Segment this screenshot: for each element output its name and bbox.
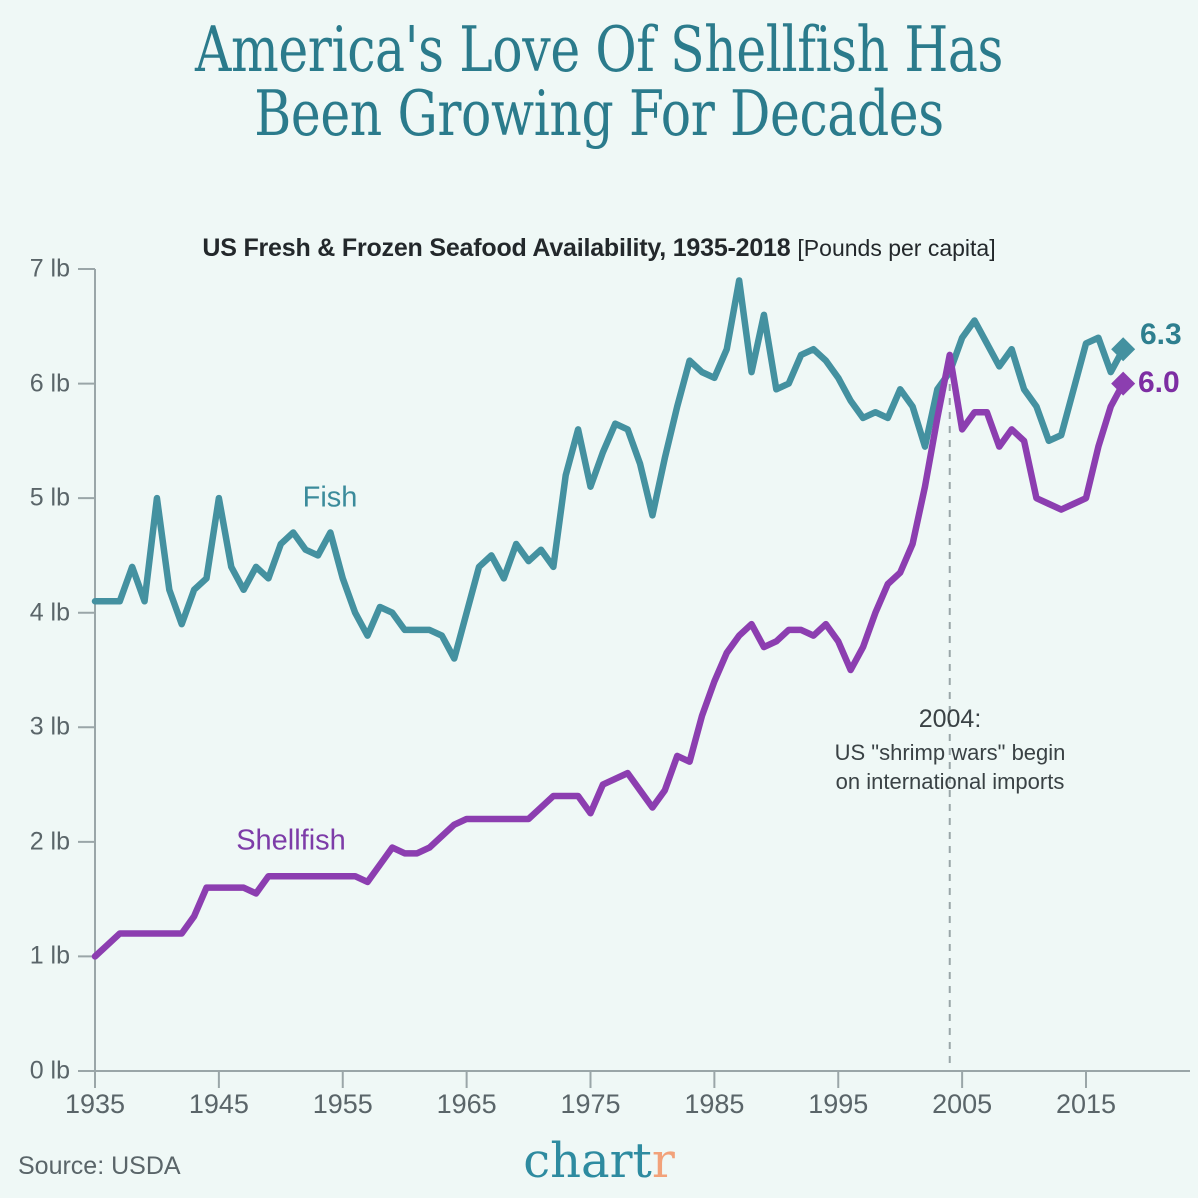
x-axis-ticks — [94, 1071, 1087, 1088]
subtitle-main: US Fresh & Frozen Seafood Availability, … — [202, 234, 791, 262]
end-marker-fish — [1111, 337, 1136, 362]
x-axis-tick-label: 1945 — [188, 1089, 249, 1119]
y-axis-tick-label: 3 lb — [29, 712, 70, 741]
title-line-2: Been Growing For Decades — [254, 77, 944, 151]
y-axis-tick-label: 5 lb — [29, 483, 70, 512]
x-axis-tick-label: 1975 — [560, 1089, 621, 1119]
end-value-shellfish: 6.0 — [1138, 366, 1180, 399]
page-title: America's Love Of Shellfish Has Been Gro… — [120, 13, 1078, 151]
y-axis-tick-label: 2 lb — [29, 827, 70, 856]
series-line-shellfish — [91, 351, 1127, 960]
y-axis-ticks — [78, 268, 95, 1072]
series-line-fish — [91, 277, 1127, 662]
annotation-year: 2004: — [918, 705, 982, 733]
y-axis-tick-label: 4 lb — [29, 598, 70, 627]
series-end-markers — [1111, 337, 1136, 396]
source-note: Source: USDA — [18, 1152, 181, 1180]
x-axis-tick-label: 1955 — [312, 1089, 373, 1119]
end-value-fish: 6.3 — [1140, 318, 1182, 351]
series-lines — [91, 277, 1127, 960]
logo-text-r: r — [651, 1133, 675, 1189]
annotation-line-1: US "shrimp wars" begin — [834, 740, 1066, 765]
annotation-2004: 2004: US "shrimp wars" begin on internat… — [795, 703, 1105, 796]
y-axis-tick-label: 7 lb — [29, 254, 70, 283]
series-label-fish: Fish — [302, 481, 358, 514]
end-marker-shellfish — [1111, 371, 1136, 396]
x-axis-tick-label: 1985 — [684, 1089, 745, 1119]
x-axis-tick-label: 1935 — [64, 1089, 126, 1119]
annotation-line-2: on international imports — [835, 769, 1065, 795]
series-label-shellfish: Shellfish — [236, 824, 346, 857]
x-axis-tick-label: 2005 — [932, 1089, 993, 1119]
x-axis-tick-label: 1965 — [436, 1089, 497, 1119]
x-axis-tick-label: 2015 — [1055, 1089, 1117, 1119]
y-axis-tick-label: 0 lb — [29, 1056, 70, 1085]
subtitle-unit: [Pounds per capita] — [797, 235, 996, 261]
chart-axes — [78, 268, 1190, 1088]
chartr-logo: chartr — [0, 1133, 1198, 1189]
x-axis-tick-label: 1995 — [808, 1089, 869, 1119]
y-axis-tick-label: 6 lb — [29, 369, 70, 398]
title-line-1: America's Love Of Shellfish Has — [194, 13, 1003, 86]
chart-subtitle: US Fresh & Frozen Seafood Availability, … — [0, 234, 1198, 263]
y-axis-tick-label: 1 lb — [29, 941, 70, 970]
logo-text-chart: chart — [523, 1133, 652, 1189]
